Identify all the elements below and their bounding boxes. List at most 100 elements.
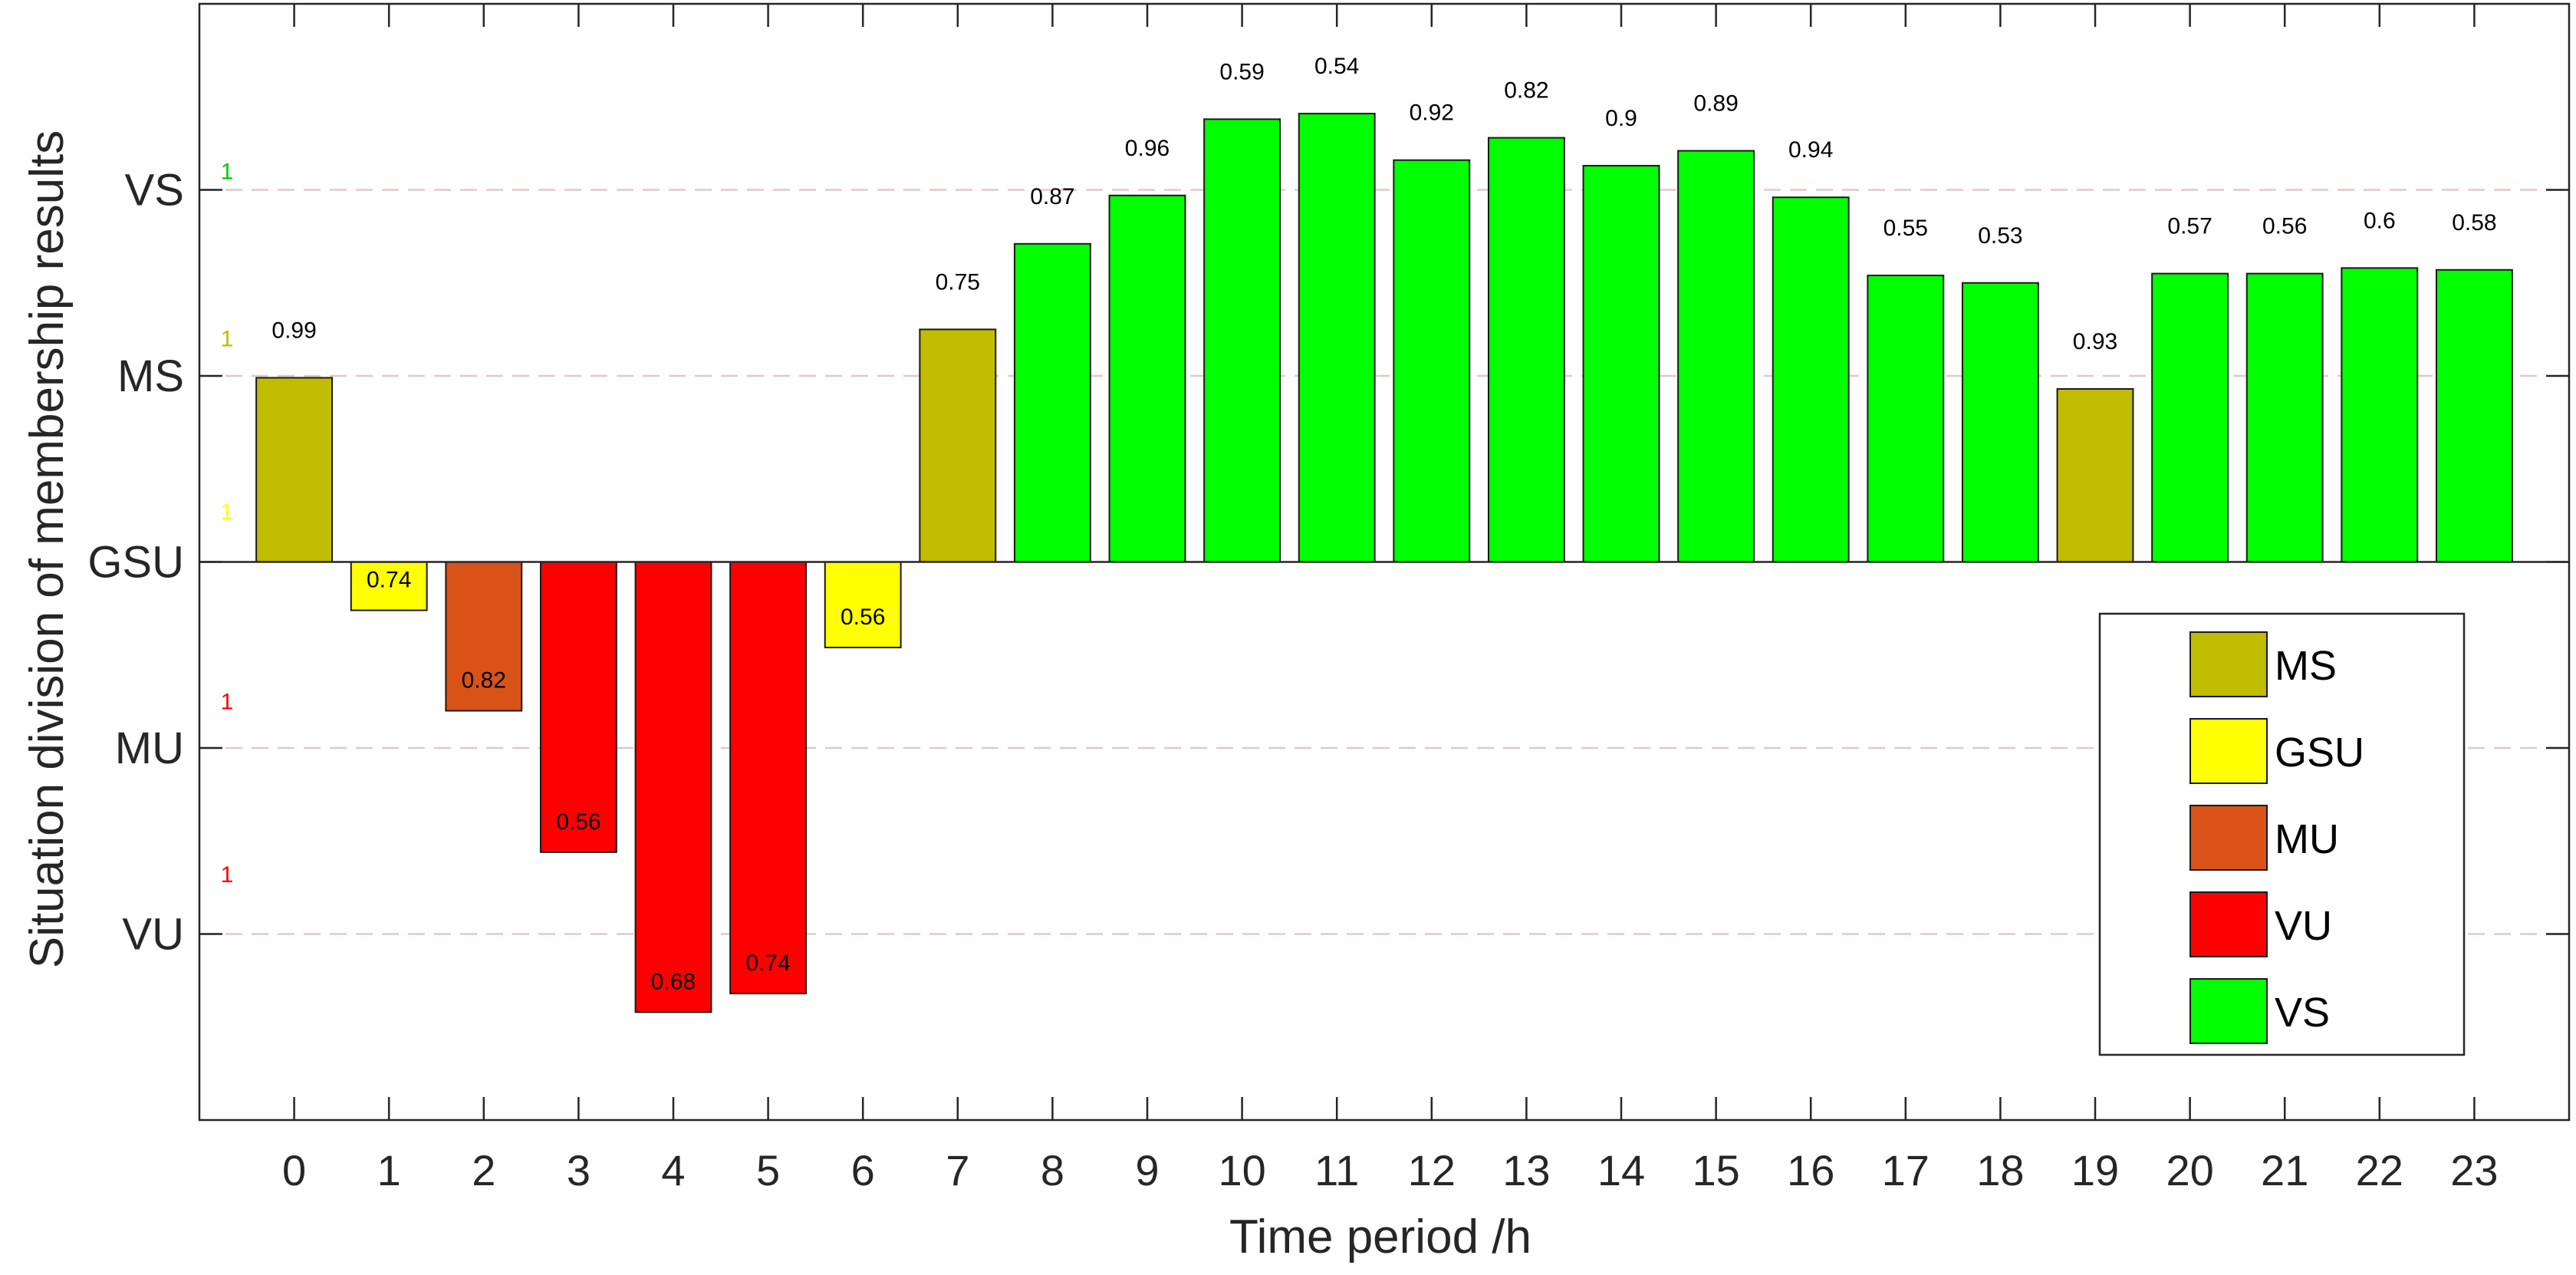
bar — [2341, 267, 2419, 563]
data-label: 0.82 — [1504, 78, 1548, 104]
legend: MS GSU MU VU VS — [2098, 612, 2466, 1056]
x-tick-label: 10 — [1218, 1146, 1265, 1194]
data-labels: 0.99 0.74 0.82 0.56 0.68 0.74 0.56 0.75 0.87 0.96… — [271, 54, 2496, 994]
data-label: 0.59 — [1219, 59, 1264, 84]
y-axis-label: Situation division of membership results — [21, 130, 74, 968]
x-tick-label: 2 — [472, 1146, 495, 1194]
y-tick-label: VU — [122, 910, 184, 960]
y-tick-label: GSU — [87, 538, 184, 588]
x-tick-label: 18 — [1976, 1146, 2024, 1194]
data-label: 0.87 — [1030, 184, 1074, 209]
data-label: 0.68 — [651, 969, 696, 994]
legend-swatch — [2189, 805, 2268, 871]
x-tick-label: 14 — [1597, 1146, 1645, 1194]
bar — [824, 561, 902, 649]
bar — [2056, 387, 2134, 563]
legend-swatch — [2189, 891, 2268, 957]
x-tick-label: 4 — [661, 1146, 685, 1194]
bar — [1487, 137, 1565, 563]
data-label: 0.56 — [556, 809, 600, 835]
x-tick-label: 23 — [2450, 1146, 2498, 1194]
data-label: 0.92 — [1410, 100, 1454, 126]
legend-swatch — [2189, 631, 2268, 697]
x-tick-label: 3 — [567, 1146, 591, 1194]
x-tick-label: 15 — [1692, 1146, 1739, 1194]
side-marker: 1 — [221, 159, 234, 184]
bar — [350, 561, 428, 611]
legend-label: VU — [2275, 903, 2332, 949]
data-label: 0.82 — [462, 668, 506, 694]
bar — [1867, 275, 1945, 563]
bar — [634, 561, 712, 1013]
bar — [1108, 194, 1186, 563]
data-label: 0.9 — [1605, 106, 1637, 131]
bar — [1961, 282, 2039, 563]
bar — [2435, 269, 2513, 563]
legend-label: MS — [2275, 643, 2337, 689]
bar — [1013, 242, 1091, 563]
bar — [539, 561, 617, 853]
x-tick-label: 7 — [946, 1146, 969, 1194]
x-tick-label: 12 — [1408, 1146, 1456, 1194]
data-label: 0.6 — [2364, 208, 2396, 233]
bar — [1298, 113, 1376, 563]
data-label: 0.75 — [936, 269, 980, 295]
y-tick-label: MU — [115, 723, 184, 773]
y-tick-label: VS — [125, 166, 184, 216]
data-label: 0.74 — [745, 950, 790, 976]
x-tick-label: 0 — [282, 1146, 306, 1194]
data-label: 0.55 — [1883, 216, 1928, 241]
x-tick-label: 8 — [1041, 1146, 1064, 1194]
data-label: 0.99 — [271, 318, 316, 343]
x-tick-label: 5 — [756, 1146, 780, 1194]
side-marker: 1 — [221, 862, 234, 888]
axes: 0 1 2 3 4 5 6 7 8 9 10 11 12 13 14 15 16 17 18 19 20 21 22 23VU… — [87, 2, 2571, 1194]
data-label: 0.74 — [367, 568, 411, 593]
x-tick-label: 16 — [1787, 1146, 1834, 1194]
side-marker: 1 — [221, 327, 234, 352]
x-tick-label: 1 — [377, 1146, 401, 1194]
data-label: 0.93 — [2073, 329, 2117, 354]
legend-label: VS — [2275, 990, 2330, 1036]
side-marker: 1 — [221, 689, 234, 714]
legend-label: GSU — [2275, 730, 2364, 776]
data-label: 0.58 — [2452, 210, 2496, 236]
bar — [919, 328, 997, 563]
data-label: 0.96 — [1125, 136, 1170, 161]
bar — [445, 561, 523, 712]
legend-box — [2098, 612, 2466, 1056]
bar — [1582, 164, 1660, 563]
x-tick-label: 22 — [2356, 1146, 2403, 1194]
x-tick-label: 21 — [2261, 1146, 2308, 1194]
data-label: 0.89 — [1693, 91, 1738, 117]
bar — [1393, 159, 1471, 563]
data-label: 0.56 — [2262, 214, 2307, 239]
legend-swatch — [2189, 978, 2268, 1044]
bars — [255, 113, 2513, 1013]
bar — [255, 377, 334, 563]
side-markers: 1 1 1 1 1 — [221, 159, 234, 888]
x-axis-label: Time period /h — [1229, 1211, 1531, 1263]
side-marker: 1 — [221, 499, 234, 525]
data-label: 0.57 — [2167, 214, 2212, 239]
bar — [1203, 118, 1281, 563]
bar — [2151, 272, 2229, 563]
legend-swatch — [2189, 718, 2268, 784]
x-tick-label: 19 — [2071, 1146, 2119, 1194]
y-tick-label: MS — [117, 351, 184, 401]
bar — [729, 561, 808, 995]
x-tick-label: 11 — [1314, 1146, 1359, 1194]
x-tick-label: 6 — [851, 1146, 875, 1194]
data-label: 0.56 — [841, 605, 885, 630]
x-tick-label: 17 — [1882, 1146, 1930, 1194]
x-tick-label: 13 — [1502, 1146, 1550, 1194]
bar — [2245, 272, 2324, 563]
x-tick-label: 9 — [1135, 1146, 1159, 1194]
bar — [1772, 196, 1850, 563]
data-label: 0.53 — [1978, 223, 2022, 249]
data-label: 0.54 — [1314, 54, 1359, 79]
bar — [1677, 150, 1755, 563]
legend-label: MU — [2275, 816, 2339, 862]
